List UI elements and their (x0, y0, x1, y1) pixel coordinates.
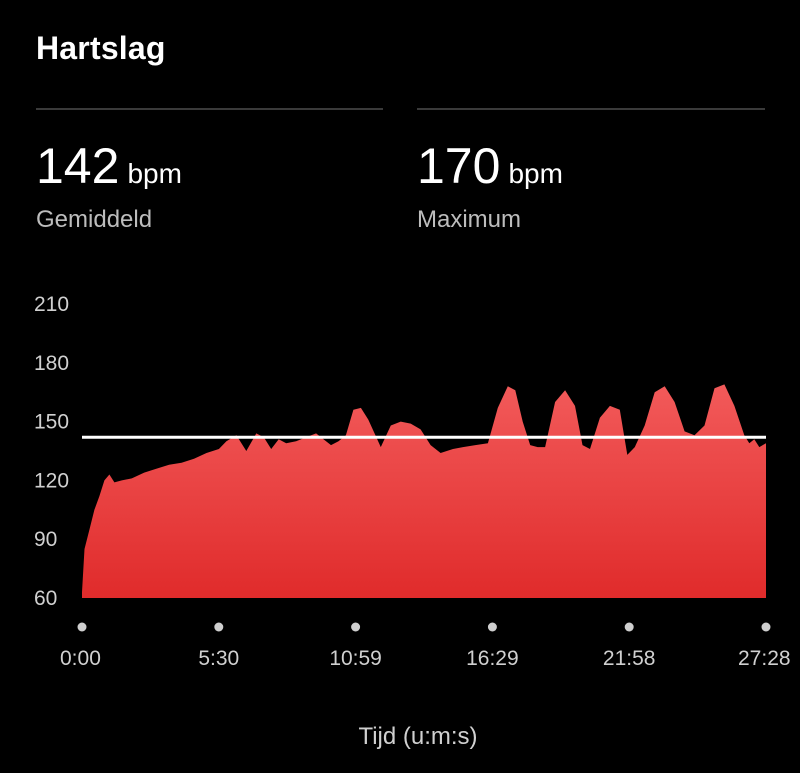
x-tick-dot (625, 623, 634, 632)
y-tick-label: 90 (34, 528, 57, 551)
x-tick-label: 0:00 (60, 647, 101, 670)
y-tick-label: 60 (34, 587, 57, 610)
x-tick-dot (351, 623, 360, 632)
x-axis-label: Tijd (u:m:s) (358, 723, 477, 750)
y-tick-label: 120 (34, 469, 69, 492)
x-tick-label: 21:58 (603, 647, 656, 670)
y-tick-label: 210 (34, 293, 69, 316)
x-tick-dot (78, 623, 87, 632)
y-tick-label: 150 (34, 411, 69, 434)
x-tick-label: 16:29 (466, 647, 519, 670)
x-tick-dot (762, 623, 771, 632)
x-tick-dot (488, 623, 497, 632)
y-tick-label: 180 (34, 352, 69, 375)
x-tick-label: 10:59 (329, 647, 382, 670)
x-tick-label: 27:28 (738, 647, 791, 670)
heart-rate-area (82, 384, 766, 598)
x-tick-label: 5:30 (198, 647, 239, 670)
x-tick-dot (214, 623, 223, 632)
